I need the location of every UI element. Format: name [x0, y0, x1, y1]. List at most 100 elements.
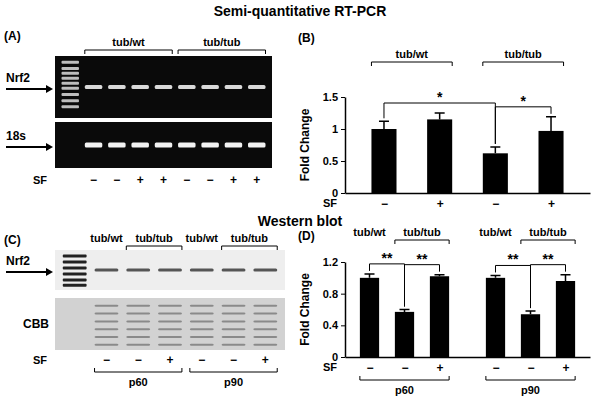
gel-band — [190, 344, 214, 346]
group-label: tub/wt — [90, 232, 123, 244]
gel-band — [158, 269, 182, 272]
error-bar — [491, 275, 501, 277]
gel-band — [131, 143, 148, 148]
gel-band — [158, 336, 182, 338]
gel-band — [222, 336, 246, 338]
gel-band — [155, 143, 172, 148]
sf-sign: + — [166, 353, 173, 367]
gel-band — [126, 328, 150, 330]
gel-band — [95, 336, 119, 338]
gel-band — [158, 320, 182, 322]
group-label: tub/tub — [529, 226, 567, 238]
group-label: tub/wt — [186, 232, 219, 244]
ladder-band — [61, 77, 78, 80]
error-bar — [365, 274, 375, 278]
x-tick-label: + — [436, 361, 443, 375]
error-bar — [546, 117, 556, 131]
arrow-head — [46, 268, 53, 276]
gel-band — [190, 313, 214, 315]
group-bracket — [395, 240, 449, 244]
x-axis-line — [346, 357, 591, 359]
panel-label: (B) — [298, 31, 315, 45]
ladder-band — [61, 61, 78, 64]
significance-bracket — [370, 264, 405, 307]
x-axis: −−+−−+ — [346, 358, 591, 375]
gel-band — [95, 344, 119, 346]
gel-band — [158, 313, 182, 315]
x-tick: − — [492, 361, 499, 375]
x-tick-label: − — [401, 361, 408, 375]
gel-band — [95, 305, 119, 307]
ladder-band — [61, 105, 78, 108]
gel-band — [95, 269, 119, 272]
significance-bracket — [495, 107, 551, 144]
gel-band — [222, 344, 246, 346]
gel-band — [85, 85, 102, 89]
significance-label: ** — [417, 251, 428, 267]
subgroup-bracket — [486, 376, 575, 380]
sf-sign: − — [230, 353, 237, 367]
sf-sign: + — [253, 173, 260, 187]
row-label: Nrf2 — [6, 254, 30, 268]
subgroup-label: p90 — [521, 384, 540, 396]
gel-band — [201, 85, 218, 89]
significance-label: ** — [543, 251, 554, 267]
y-tick: 1 — [332, 123, 345, 135]
subgroup-bracket — [360, 376, 449, 380]
x-tick: + — [562, 361, 569, 375]
group-label: tub/tub — [505, 48, 543, 60]
significance-bracket — [405, 265, 440, 307]
x-tick-label: − — [492, 197, 499, 211]
subgroup-label: p60 — [395, 384, 414, 396]
bar — [360, 278, 379, 357]
y-tick-label: 1 — [332, 123, 338, 135]
gel-band — [190, 269, 214, 272]
x-tick-label: − — [527, 361, 534, 375]
bar-chart: (B)00.511.5Fold Change−+−+SFtub/wttub/tu… — [298, 31, 591, 211]
gel-band — [131, 85, 148, 89]
group-bracket — [222, 246, 278, 250]
y-axis: 00.511.5 — [323, 91, 346, 199]
y-tick-mark — [341, 193, 345, 194]
y-axis-line — [345, 98, 347, 194]
bar — [486, 278, 505, 357]
arrow — [6, 146, 47, 148]
y-tick-mark — [341, 161, 345, 162]
sf-sign: + — [137, 173, 144, 187]
y-tick-mark — [341, 325, 345, 326]
x-tick: + — [437, 197, 444, 211]
gel-band — [222, 313, 246, 315]
gel-band — [222, 305, 246, 307]
y-tick-label: 1.2 — [323, 256, 338, 268]
bar — [430, 276, 449, 357]
gel-band — [253, 336, 277, 338]
y-tick-label: 0.4 — [323, 319, 339, 331]
x-tick: − — [401, 361, 408, 375]
y-tick: 0.4 — [323, 319, 345, 331]
subgroup-bracket — [190, 368, 277, 372]
sf-sign: + — [160, 173, 167, 187]
group-bracket — [178, 50, 265, 54]
ladder-band — [63, 261, 87, 264]
subgroup-label: p60 — [129, 376, 148, 388]
x-axis: −+−+ — [346, 194, 591, 211]
group-bracket — [521, 240, 575, 244]
group-label: tub/wt — [396, 48, 429, 60]
sf-sign: − — [90, 173, 97, 187]
panel-label: (A) — [4, 29, 21, 43]
significance-bracket — [496, 265, 531, 308]
error-bar — [526, 311, 536, 314]
y-tick-mark — [341, 97, 345, 98]
gel-band — [190, 336, 214, 338]
row-label: CBB — [23, 317, 49, 331]
group-label: tub/tub — [135, 232, 173, 244]
group-label: tub/wt — [112, 36, 145, 48]
ladder-band — [63, 255, 87, 258]
x-tick-label: − — [492, 361, 499, 375]
arrow-head — [46, 85, 53, 93]
ladder-band — [61, 93, 78, 96]
x-tick-label: − — [381, 197, 388, 211]
y-tick-mark — [341, 129, 345, 130]
gel-band — [222, 328, 246, 330]
bar — [538, 131, 563, 193]
